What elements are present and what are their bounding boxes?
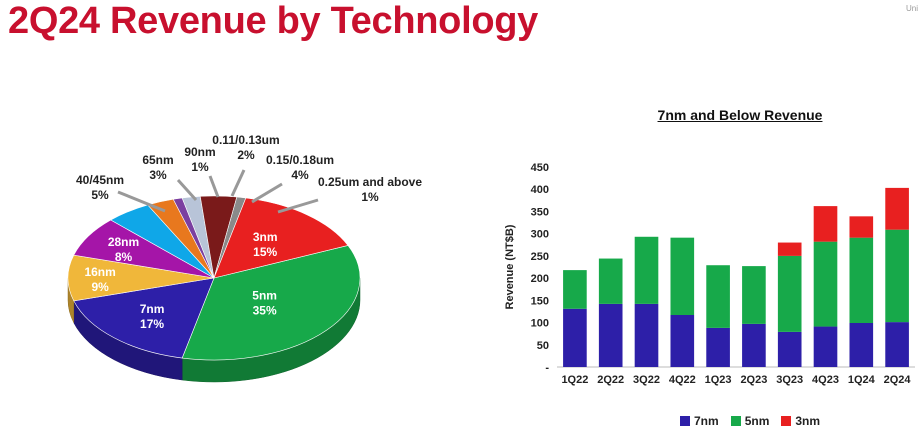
y-tick-label: - <box>545 362 549 374</box>
legend-swatch <box>680 416 690 426</box>
pie-label-90nm: 90nm <box>184 145 215 159</box>
bar-3nm-2Q24 <box>885 187 909 230</box>
pie-label-0-11-0-13um: 0.11/0.13um <box>212 133 279 147</box>
pie-value-28nm: 8% <box>115 250 133 264</box>
bar-5nm-4Q22 <box>670 237 695 315</box>
pie-label-16nm: 16nm <box>84 265 115 279</box>
x-tick-label: 4Q23 <box>812 374 839 386</box>
bar-7nm-2Q24 <box>885 322 909 367</box>
bar-7nm-3Q22 <box>634 303 659 367</box>
y-axis-label: Revenue (NT$B) <box>504 224 516 309</box>
pie-value-7nm: 17% <box>140 317 164 331</box>
legend-item-3nm: 3nm <box>781 414 820 428</box>
pie-label-28nm: 28nm <box>108 235 139 249</box>
legend-swatch <box>781 416 792 426</box>
bar-5nm-1Q23 <box>706 265 730 328</box>
pie-label-0-25um-and-above: 0.25um and above <box>318 175 422 189</box>
bar-5nm-2Q24 <box>885 229 909 323</box>
y-tick-label: 200 <box>531 273 549 285</box>
pie-value-0-15-0-18um: 4% <box>291 168 309 182</box>
bar-7nm-1Q22 <box>563 308 587 367</box>
x-tick-label: 1Q22 <box>561 374 588 386</box>
bar-3nm-4Q23 <box>813 206 838 242</box>
pie-label-3nm: 3nm <box>253 230 278 244</box>
y-tick-label: 100 <box>531 318 549 330</box>
bar-7nm-2Q22 <box>598 303 623 367</box>
pie-leader-0-11-0-13um <box>230 169 246 197</box>
legend-item-5nm: 5nm <box>730 414 770 428</box>
bar-3nm-3Q23 <box>777 242 802 256</box>
pie-value-3nm: 15% <box>253 245 277 259</box>
pie-top-faces <box>67 195 361 361</box>
pie-slice-5nm <box>181 245 361 361</box>
y-tick-label: 250 <box>531 251 549 263</box>
bar-7nm-2Q23 <box>742 323 766 367</box>
legend-label: 3nm <box>795 414 821 428</box>
x-tick-label: 3Q22 <box>633 374 660 386</box>
bar-7nm-1Q24 <box>849 323 874 367</box>
pie-slice-7nm <box>73 277 215 359</box>
x-tick-label: 1Q24 <box>848 374 876 386</box>
y-tick-label: 400 <box>531 184 549 196</box>
bar-chart-title: 7nm and Below Revenue <box>657 107 823 123</box>
bar-5nm-2Q23 <box>742 266 766 324</box>
x-tick-label: 2Q23 <box>740 374 767 386</box>
pie-value-5nm: 35% <box>253 304 277 318</box>
bar-3nm-1Q24 <box>849 216 874 238</box>
pie-value-65nm: 3% <box>149 168 167 182</box>
x-tick-label: 2Q24 <box>884 374 912 386</box>
bar-5nm-4Q23 <box>813 241 838 327</box>
legend-item-7nm: 7nm <box>680 414 719 428</box>
bar-7nm-3Q23 <box>777 331 802 367</box>
pie-label-40-45nm: 40/45nm <box>76 173 124 187</box>
legend-swatch <box>730 416 741 426</box>
revenue-bar-chart: Revenue (NT$B) - 50 100 150 200 250 300 350 400 45… <box>504 162 915 386</box>
pie-value-0-11-0-13um: 2% <box>237 148 255 162</box>
pie-value-16nm: 9% <box>91 280 109 294</box>
bar-7nm-1Q23 <box>706 327 730 367</box>
bar-5nm-2Q22 <box>598 258 623 304</box>
legend-label: 5nm <box>744 414 770 428</box>
bar-5nm-3Q23 <box>777 255 802 332</box>
pie-leader-90nm <box>208 175 220 198</box>
bar-5nm-3Q22 <box>634 236 659 304</box>
pie-label-5nm: 5nm <box>252 289 277 303</box>
pie-leader-0-15-0-18um <box>251 182 283 204</box>
y-tick-label: 450 <box>531 162 549 174</box>
pie-value-40-45nm: 5% <box>91 188 109 202</box>
pie-slice-16nm <box>67 254 215 302</box>
pie-leader-0-25um-and-above <box>277 198 319 214</box>
x-tick-label: 3Q23 <box>776 374 803 386</box>
y-tick-label: 50 <box>537 340 549 352</box>
pie-label-65nm: 65nm <box>142 153 173 167</box>
bar-chart-legend: 7nm 5nm 3nm <box>680 414 820 428</box>
bar-7nm-4Q23 <box>813 326 838 367</box>
pie-leader-65nm <box>176 178 198 202</box>
x-tick-label: 4Q22 <box>669 374 696 386</box>
page-title: 2Q24 Revenue by Technology <box>8 0 538 42</box>
x-tick-label: 2Q22 <box>597 374 624 386</box>
corner-mark: Uni <box>905 4 918 13</box>
legend-label: 7nm <box>694 414 719 428</box>
y-tick-label: 300 <box>531 229 549 241</box>
y-tick-label: 150 <box>531 295 549 307</box>
bar-5nm-1Q24 <box>849 237 874 323</box>
y-tick-label: 350 <box>531 206 549 218</box>
x-tick-label: 1Q23 <box>705 374 732 386</box>
bar-5nm-1Q22 <box>563 270 587 309</box>
pie-leader-40-45nm <box>117 190 166 213</box>
pie-value-90nm: 1% <box>191 160 209 174</box>
pie-label-7nm: 7nm <box>140 302 165 316</box>
pie-value-0-25um-and-above: 1% <box>361 190 379 204</box>
pie-label-0-15-0-18um: 0.15/0.18um <box>266 153 334 167</box>
bar-7nm-4Q22 <box>670 315 695 367</box>
